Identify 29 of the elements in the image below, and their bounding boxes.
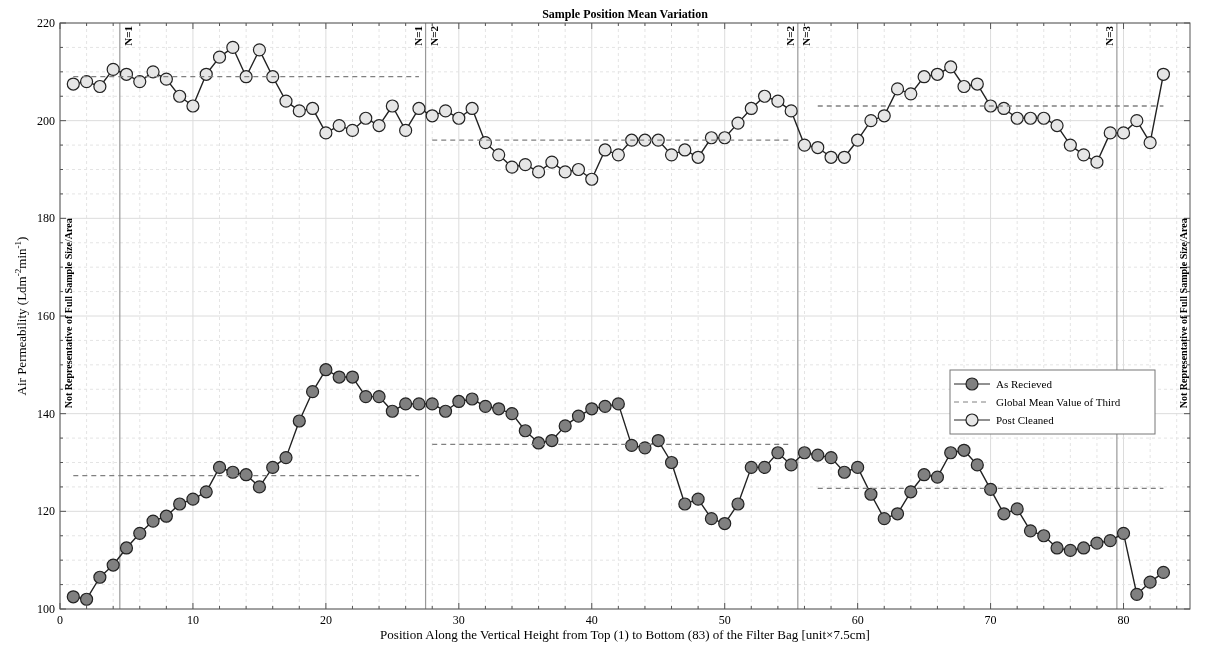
x-tick-label: 60 xyxy=(851,613,864,627)
x-tick-label: 50 xyxy=(718,613,731,627)
legend-label: Global Mean Value of Third xyxy=(996,396,1121,408)
y-tick-label: 100 xyxy=(37,602,55,616)
legend-label: Post Cleaned xyxy=(996,414,1055,426)
y-tick-label: 200 xyxy=(37,113,55,128)
annotation: N=1 xyxy=(121,26,134,46)
annotation: Not Representative of Full Sample Size/Area xyxy=(1178,218,1189,409)
x-tick-label: 20 xyxy=(319,613,332,627)
x-tick-label: 0 xyxy=(57,613,63,627)
chart-title: Sample Position Mean Variation xyxy=(542,7,709,21)
x-tick-label: 10 xyxy=(186,613,199,627)
y-tick-label: 140 xyxy=(37,406,55,421)
x-tick-label: 70 xyxy=(984,613,997,627)
annotation: N=3 xyxy=(1102,25,1115,46)
y-tick-label: 220 xyxy=(37,16,55,30)
x-tick-label: 80 xyxy=(1117,613,1130,627)
y-tick-label: 160 xyxy=(37,309,55,323)
annotation: N=2 xyxy=(427,25,440,46)
annotation: N=2 xyxy=(783,25,796,46)
y-tick-label: 180 xyxy=(37,211,55,226)
annotation: N=1 xyxy=(411,26,424,46)
annotation: N=3 xyxy=(799,25,812,46)
legend-label: As Recieved xyxy=(996,378,1053,390)
annotation: Not Representative of Full Sample Size/Area xyxy=(63,218,74,409)
x-axis-title: Position Along the Vertical Height from Top (1) to Bottom (83) of the Filter Bag [unit×7.5cm] xyxy=(380,627,870,642)
y-tick-label: 120 xyxy=(37,504,55,519)
x-tick-label: 30 xyxy=(452,613,465,627)
x-tick-label: 40 xyxy=(585,613,598,627)
